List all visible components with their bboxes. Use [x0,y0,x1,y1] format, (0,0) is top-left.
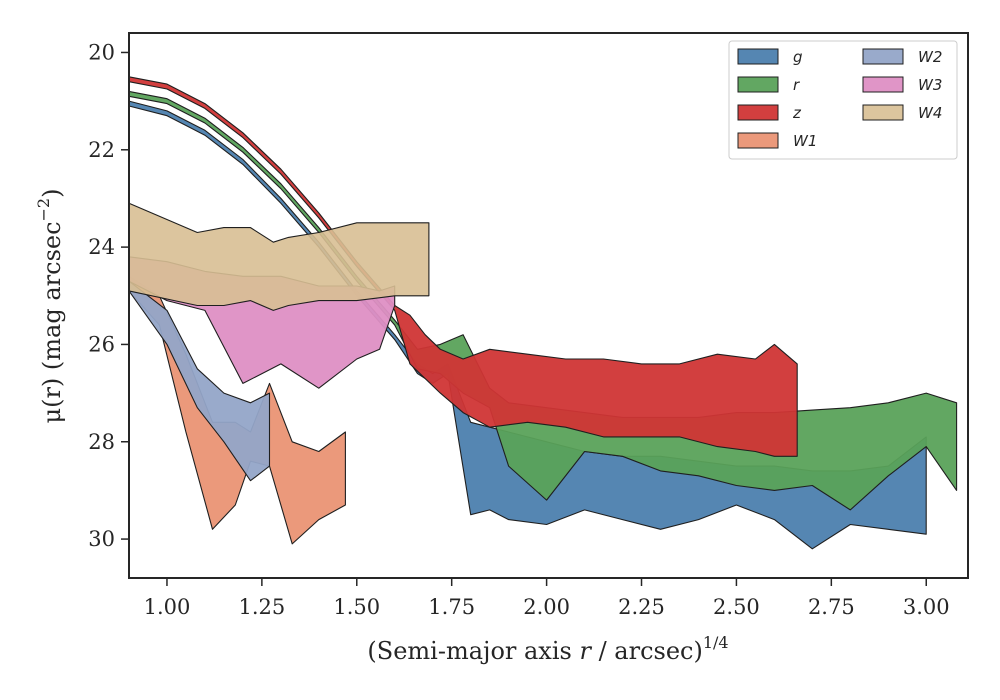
legend-label-w3: W3 [918,76,942,94]
x-tick-label: 2.25 [618,595,665,619]
y-tick-label: 28 [88,430,115,454]
axes-frame [128,32,969,579]
series-w4-band [128,202,430,311]
legend-label-w1: W1 [793,132,817,150]
legend-label-w4: W4 [918,104,942,122]
plot-area [128,76,958,550]
legend-swatch-w3 [862,76,904,93]
y-tick-label: 24 [88,235,115,259]
legend-swatch-w2 [862,48,904,65]
series-w2-band [128,280,271,482]
legend: grz W1 W2 W3 W4 [728,40,958,160]
legend-swatch-z [737,104,779,121]
legend-label-z: z [792,104,802,122]
x-tick-label: 1.75 [428,595,475,619]
y-tick-label: 30 [88,527,115,551]
x-axis: 1.00 1.25 1.50 1.75 2.00 2.25 2.50 2.75 3.00 [144,578,950,619]
x-tick-label: 1.00 [144,595,191,619]
legend-label-w2: W2 [918,48,942,66]
y-axis: 20 22 24 26 28 30 [88,40,129,551]
y-tick-label: 22 [88,138,115,162]
y-axis-label: μ(r) (mag arcsec−2) [34,189,66,424]
legend-label-g: g [793,48,803,66]
x-tick-label: 2.00 [523,595,570,619]
x-axis-label: (Semi-major axis r / arcsec)1/4 [367,633,728,665]
x-tick-label: 2.75 [808,595,855,619]
y-tick-label: 26 [88,332,115,356]
y-tick-label: 20 [88,40,115,64]
x-tick-label: 1.50 [333,595,380,619]
x-tick-label: 3.00 [903,595,950,619]
x-tick-label: 1.25 [238,595,285,619]
legend-swatch-r [737,76,779,93]
x-tick-label: 2.50 [713,595,760,619]
legend-label-r: r [793,76,800,94]
legend-swatch-w4 [862,104,904,121]
legend-swatch-w1 [737,132,779,149]
legend-frame [728,40,958,160]
legend-swatch-g [737,48,779,65]
